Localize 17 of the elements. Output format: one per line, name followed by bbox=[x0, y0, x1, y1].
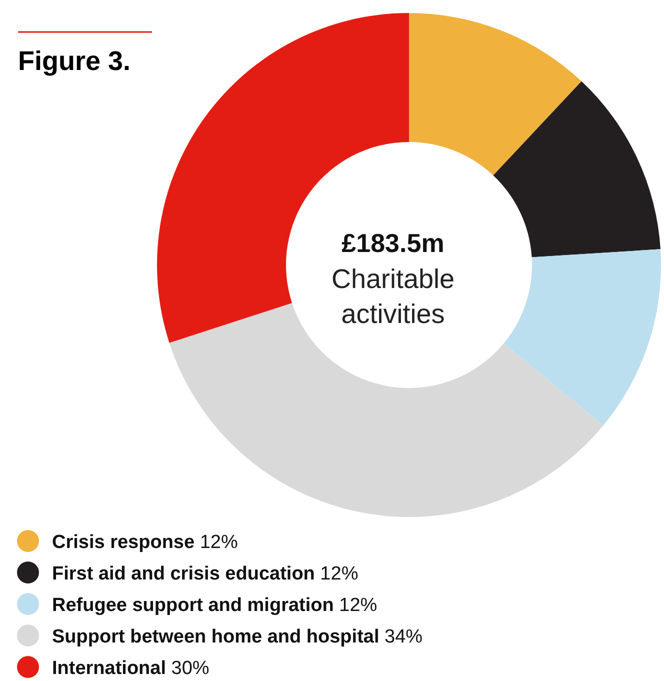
text: Charitable activities bbox=[331, 264, 455, 329]
legend-label: International bbox=[52, 658, 166, 679]
legend-label: Crisis response bbox=[52, 532, 195, 553]
data-label: 34% bbox=[379, 626, 423, 648]
donut-slice bbox=[493, 81, 661, 258]
data-label: 12% bbox=[314, 564, 358, 584]
donut-slice bbox=[409, 13, 582, 176]
text: Figure 3. bbox=[18, 46, 131, 76]
text: £183.5m bbox=[342, 228, 444, 258]
legend-label: Refugee support and migration bbox=[52, 595, 334, 616]
donut-slice bbox=[169, 303, 604, 517]
data-label: 12% bbox=[194, 532, 238, 553]
legend-label: First aid and crisis education bbox=[52, 564, 315, 584]
data-label: 12% bbox=[334, 595, 378, 616]
donut-slice bbox=[504, 249, 661, 426]
legend-label: Support between home and hospital bbox=[52, 626, 380, 648]
data-label: 30% bbox=[166, 658, 210, 679]
